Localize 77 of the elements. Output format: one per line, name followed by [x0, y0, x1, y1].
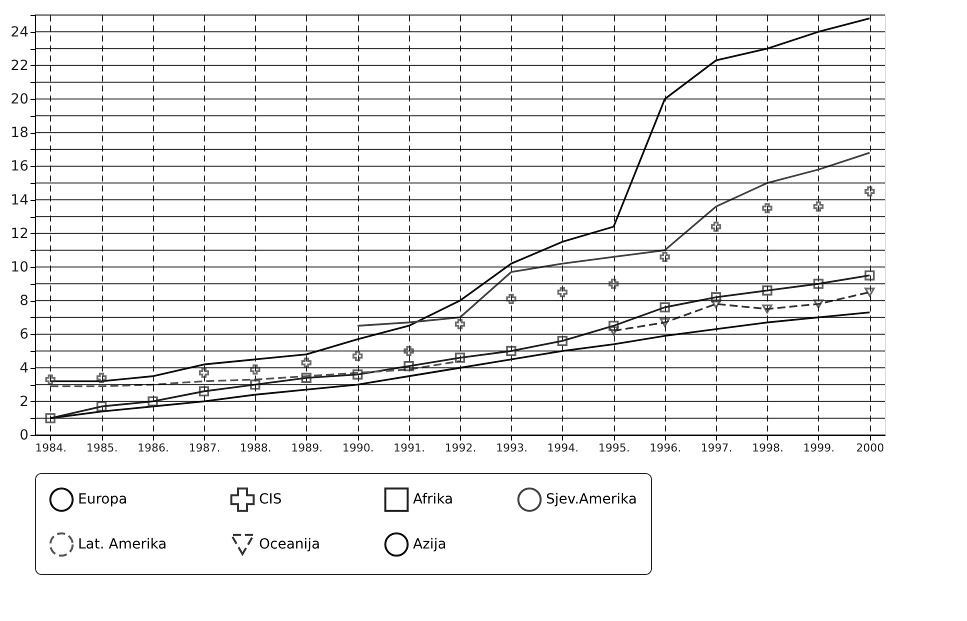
x-tick-label: 1992. — [444, 442, 476, 454]
y-tick-label: 12 — [10, 226, 28, 242]
legend-label: Europa — [78, 492, 128, 508]
x-tick-label: 1990. — [342, 442, 374, 454]
point — [864, 270, 875, 280]
point — [404, 346, 414, 356]
point — [813, 278, 824, 289]
x-tick-label: 1996. — [650, 442, 682, 454]
y-tick-label: 16 — [10, 158, 29, 175]
x-tick-label: 1986. — [138, 442, 170, 454]
point — [148, 396, 158, 406]
x-tick-label: 1988. — [240, 442, 272, 454]
point — [352, 369, 363, 380]
x-tick-label: 1997. — [700, 442, 732, 454]
point — [813, 299, 824, 308]
point — [250, 364, 260, 375]
x-tick-label: 1989. — [291, 442, 323, 454]
point — [454, 319, 466, 330]
point — [762, 285, 772, 296]
point — [404, 361, 414, 372]
point — [454, 352, 466, 363]
y-tick-label: 24 — [10, 24, 29, 40]
legend-label: CIS — [259, 492, 282, 508]
y-tick-label: 4 — [20, 360, 29, 376]
point — [608, 278, 619, 289]
x-tick-label: 1984. — [35, 442, 67, 454]
point — [96, 401, 107, 412]
y-tick-label: 2 — [20, 394, 28, 410]
point — [710, 292, 722, 302]
point — [660, 302, 670, 312]
y-tick-label: 6 — [20, 326, 29, 343]
x-tick-label: 1985. — [86, 442, 118, 454]
point — [96, 372, 107, 383]
legend-label: Lat. Amerika — [78, 536, 167, 552]
point — [45, 413, 56, 424]
y-tick-label: 14 — [10, 192, 29, 208]
y-tick-label: 20 — [10, 92, 28, 108]
point — [506, 346, 516, 356]
point — [864, 186, 875, 196]
x-tick-label: 1998. — [752, 442, 784, 454]
point — [557, 336, 568, 346]
point — [710, 222, 722, 232]
legend-label: Azija — [413, 536, 446, 552]
point — [608, 326, 619, 336]
point — [864, 288, 875, 297]
x-tick-label: 1987. — [188, 442, 220, 454]
point — [198, 386, 210, 396]
x-tick-label: 1991. — [394, 442, 426, 454]
point — [198, 368, 210, 378]
y-tick-label: 22 — [10, 58, 28, 74]
point — [301, 372, 312, 383]
point — [710, 299, 722, 308]
y-tick-label: 18 — [10, 125, 28, 142]
legend-label: Oceanija — [259, 536, 320, 552]
x-tick-label: 2000 — [856, 442, 884, 454]
point — [762, 304, 772, 314]
y-tick-label: 8 — [20, 293, 28, 310]
legend-label: Sjev.Amerika — [546, 492, 637, 508]
point — [660, 252, 670, 262]
point — [301, 358, 312, 368]
y-tick-label: 0 — [20, 428, 28, 444]
y-tick-label: 10 — [10, 260, 28, 276]
point — [250, 380, 260, 390]
point — [352, 350, 363, 362]
point — [557, 287, 568, 298]
point — [45, 374, 56, 385]
point — [813, 201, 824, 212]
x-tick-label: 1994. — [547, 442, 579, 454]
point — [660, 318, 670, 327]
line-series — [356, 152, 871, 327]
point — [506, 294, 516, 304]
x-tick-label: 1993. — [496, 442, 528, 454]
point — [762, 203, 772, 214]
x-tick-label: 1999. — [803, 442, 835, 454]
point — [608, 320, 619, 331]
legend-label: Afrika — [413, 492, 454, 508]
x-tick-label: 1995. — [598, 442, 630, 454]
